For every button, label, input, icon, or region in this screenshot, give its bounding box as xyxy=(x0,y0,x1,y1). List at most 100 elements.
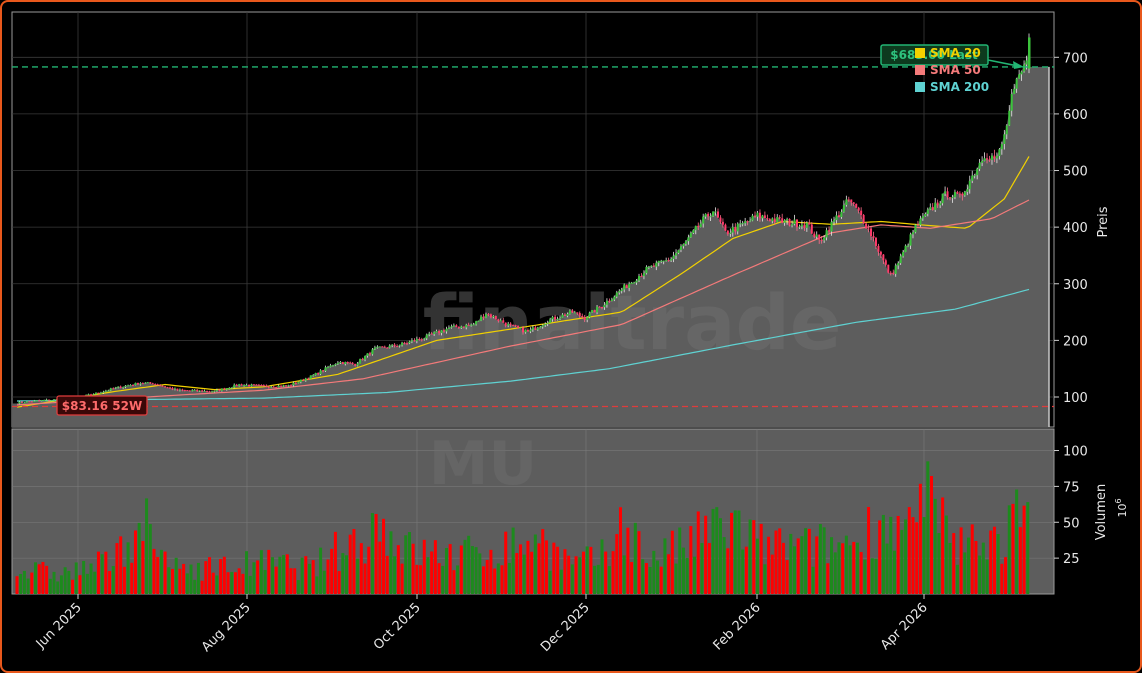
volume-bar xyxy=(896,515,900,594)
candle-body xyxy=(418,338,421,340)
candle-body xyxy=(99,392,102,394)
candle-body xyxy=(788,218,791,226)
volume-bar xyxy=(307,563,311,594)
volume-bar xyxy=(541,529,545,594)
volume-bar xyxy=(345,555,349,594)
volume-bar xyxy=(796,538,800,594)
volume-bar xyxy=(459,545,463,594)
volume-bar xyxy=(900,529,904,594)
volume-bar xyxy=(944,515,948,594)
candle-body xyxy=(568,310,571,314)
volume-bar xyxy=(430,551,434,594)
volume-bar xyxy=(722,537,726,594)
volume-bar xyxy=(270,557,274,594)
x-tick-label: Feb 2026 xyxy=(711,600,764,653)
candle-body xyxy=(405,343,408,345)
candle-body xyxy=(430,333,433,335)
candle-body xyxy=(536,327,539,330)
volume-bar xyxy=(248,575,252,594)
candle-body xyxy=(354,363,357,366)
candle-body xyxy=(196,389,199,392)
candle-body xyxy=(396,346,399,348)
volume-bar xyxy=(656,560,660,594)
candle-body xyxy=(793,219,796,225)
candle-body xyxy=(741,223,744,225)
volume-bar xyxy=(974,540,978,594)
candle-body xyxy=(638,276,641,281)
candle-body xyxy=(1023,64,1026,72)
candle-body xyxy=(188,390,191,392)
volume-bar xyxy=(800,536,804,594)
volume-bar xyxy=(370,513,374,594)
candle-body xyxy=(457,326,460,328)
candle-body xyxy=(366,353,369,356)
volume-bar xyxy=(996,534,1000,594)
candle-body xyxy=(309,375,312,379)
candle-body xyxy=(40,400,43,402)
candle-body xyxy=(169,387,172,389)
candle-body xyxy=(1005,125,1008,135)
candle-body xyxy=(156,384,159,386)
candle-body xyxy=(956,191,959,194)
candle-body xyxy=(132,385,135,387)
volume-bar xyxy=(182,563,186,594)
volume-bar xyxy=(696,511,700,594)
candle-body xyxy=(356,363,359,366)
volume-bar xyxy=(356,558,360,594)
volume-bar xyxy=(189,564,193,594)
sma50-line xyxy=(16,199,1030,406)
candle-body xyxy=(465,324,468,328)
volume-bar xyxy=(693,556,697,594)
volume-bar xyxy=(581,551,585,594)
candle-body xyxy=(529,329,532,332)
volume-bar xyxy=(881,514,885,594)
candle-body xyxy=(805,222,808,228)
candle-body xyxy=(739,223,742,225)
volume-bar xyxy=(841,543,845,594)
candle-body xyxy=(408,341,411,344)
candle-body xyxy=(443,330,446,332)
volume-bar xyxy=(174,557,178,594)
candle-body xyxy=(870,228,873,237)
candle-body xyxy=(953,191,956,198)
candle-body xyxy=(514,325,517,327)
volume-bar xyxy=(415,564,419,594)
volume-bar xyxy=(663,538,667,594)
volume-bar xyxy=(955,564,959,594)
candle-body xyxy=(615,292,618,297)
candle-body xyxy=(971,175,974,181)
candle-body xyxy=(929,207,932,210)
candle-body xyxy=(314,372,317,376)
volume-bar xyxy=(419,565,423,594)
price-area-fill xyxy=(12,49,1049,427)
candle-body xyxy=(415,338,418,342)
candle-body xyxy=(830,221,833,232)
candle-body xyxy=(657,260,660,263)
candle-body xyxy=(109,388,112,391)
volume-bar xyxy=(15,576,19,594)
candle-body xyxy=(299,379,302,382)
candle-body xyxy=(401,342,404,346)
legend-swatch-sma20 xyxy=(915,48,925,58)
candle-body xyxy=(783,220,786,223)
candle-body xyxy=(213,390,216,392)
volume-bar xyxy=(589,546,593,594)
volume-bar xyxy=(159,549,163,594)
candle-body xyxy=(904,245,907,252)
candle-body xyxy=(862,215,865,224)
candle-body xyxy=(159,385,162,387)
candle-body xyxy=(934,202,937,210)
volume-bar xyxy=(611,551,615,594)
volume-bar xyxy=(859,552,863,594)
candle-body xyxy=(618,291,621,293)
volume-bar xyxy=(548,570,552,594)
volume-bar xyxy=(482,566,486,594)
candle-body xyxy=(238,384,241,386)
candle-body xyxy=(270,386,273,388)
candle-body xyxy=(709,216,712,218)
volume-bar xyxy=(918,483,922,594)
candle-body xyxy=(983,158,986,161)
volume-bar xyxy=(837,542,841,594)
volume-bar xyxy=(315,576,319,594)
candle-body xyxy=(351,362,354,364)
